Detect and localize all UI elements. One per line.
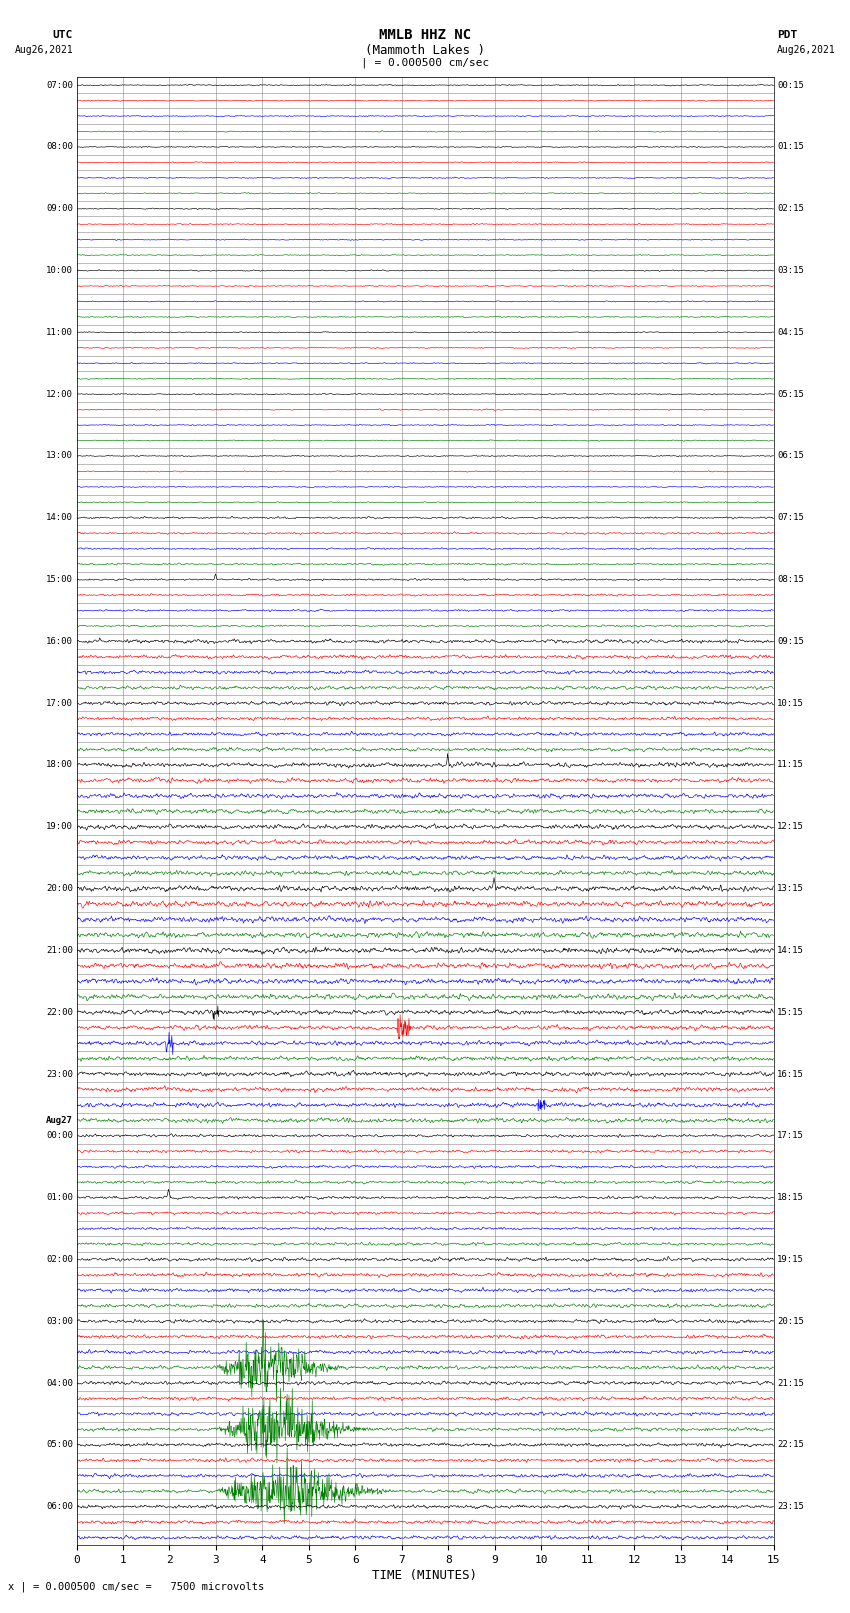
Text: 18:00: 18:00	[46, 760, 73, 769]
Text: 01:15: 01:15	[777, 142, 804, 152]
Text: 10:15: 10:15	[777, 698, 804, 708]
Text: 13:00: 13:00	[46, 452, 73, 460]
Text: | = 0.000500 cm/sec: | = 0.000500 cm/sec	[361, 58, 489, 68]
Text: 19:00: 19:00	[46, 823, 73, 831]
Text: 16:00: 16:00	[46, 637, 73, 645]
Text: 00:00: 00:00	[46, 1131, 73, 1140]
Text: 14:00: 14:00	[46, 513, 73, 523]
X-axis label: TIME (MINUTES): TIME (MINUTES)	[372, 1569, 478, 1582]
Text: 09:00: 09:00	[46, 205, 73, 213]
Text: 14:15: 14:15	[777, 945, 804, 955]
Text: 20:15: 20:15	[777, 1316, 804, 1326]
Text: 10:00: 10:00	[46, 266, 73, 276]
Text: 23:00: 23:00	[46, 1069, 73, 1079]
Text: Aug26,2021: Aug26,2021	[777, 45, 836, 55]
Text: 15:00: 15:00	[46, 576, 73, 584]
Text: 04:15: 04:15	[777, 327, 804, 337]
Text: 07:00: 07:00	[46, 81, 73, 90]
Text: 19:15: 19:15	[777, 1255, 804, 1265]
Text: 08:00: 08:00	[46, 142, 73, 152]
Text: 07:15: 07:15	[777, 513, 804, 523]
Text: 06:00: 06:00	[46, 1502, 73, 1511]
Text: 21:15: 21:15	[777, 1379, 804, 1387]
Text: 11:00: 11:00	[46, 327, 73, 337]
Text: MMLB HHZ NC: MMLB HHZ NC	[379, 29, 471, 42]
Text: 16:15: 16:15	[777, 1069, 804, 1079]
Text: 12:00: 12:00	[46, 390, 73, 398]
Text: 17:00: 17:00	[46, 698, 73, 708]
Text: PDT: PDT	[777, 31, 797, 40]
Text: 05:00: 05:00	[46, 1440, 73, 1450]
Text: 22:15: 22:15	[777, 1440, 804, 1450]
Text: 09:15: 09:15	[777, 637, 804, 645]
Text: 23:15: 23:15	[777, 1502, 804, 1511]
Text: Aug27: Aug27	[46, 1116, 73, 1124]
Text: (Mammoth Lakes ): (Mammoth Lakes )	[365, 44, 485, 56]
Text: x | = 0.000500 cm/sec =   7500 microvolts: x | = 0.000500 cm/sec = 7500 microvolts	[8, 1582, 264, 1592]
Text: 17:15: 17:15	[777, 1131, 804, 1140]
Text: 01:00: 01:00	[46, 1194, 73, 1202]
Text: 11:15: 11:15	[777, 760, 804, 769]
Text: UTC: UTC	[53, 31, 73, 40]
Text: 18:15: 18:15	[777, 1194, 804, 1202]
Text: 03:15: 03:15	[777, 266, 804, 276]
Text: 05:15: 05:15	[777, 390, 804, 398]
Text: Aug26,2021: Aug26,2021	[14, 45, 73, 55]
Text: 20:00: 20:00	[46, 884, 73, 894]
Text: 03:00: 03:00	[46, 1316, 73, 1326]
Text: 04:00: 04:00	[46, 1379, 73, 1387]
Text: 15:15: 15:15	[777, 1008, 804, 1016]
Text: 02:00: 02:00	[46, 1255, 73, 1265]
Text: 06:15: 06:15	[777, 452, 804, 460]
Text: 13:15: 13:15	[777, 884, 804, 894]
Text: 08:15: 08:15	[777, 576, 804, 584]
Text: 02:15: 02:15	[777, 205, 804, 213]
Text: 12:15: 12:15	[777, 823, 804, 831]
Text: 22:00: 22:00	[46, 1008, 73, 1016]
Text: 21:00: 21:00	[46, 945, 73, 955]
Text: 00:15: 00:15	[777, 81, 804, 90]
